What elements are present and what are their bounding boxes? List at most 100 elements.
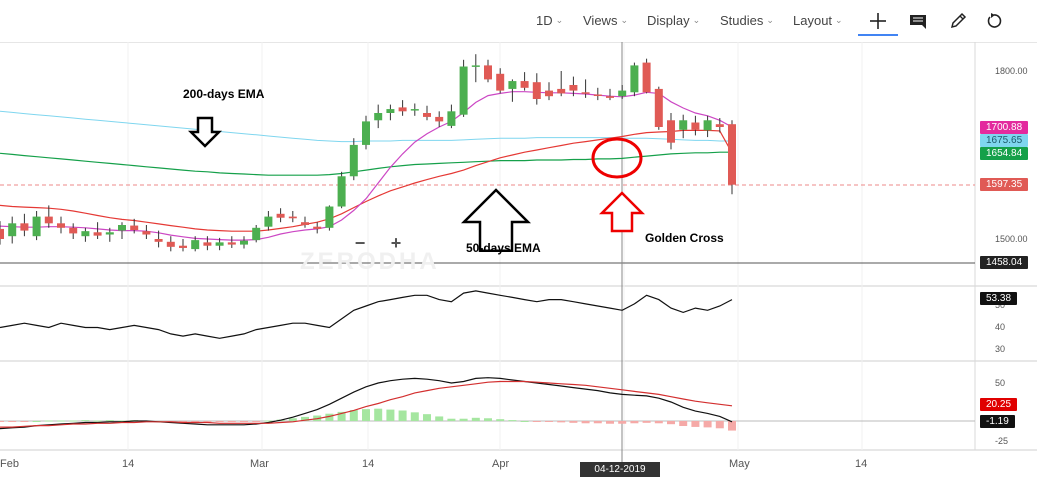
- candle-body: [130, 225, 139, 231]
- chat-icon[interactable]: [907, 10, 929, 32]
- candle-body: [630, 65, 639, 93]
- candle-body: [545, 90, 553, 97]
- macd-histogram-bar: [32, 421, 41, 422]
- macd-histogram-bar: [288, 418, 297, 421]
- macd-histogram-bar: [642, 421, 651, 423]
- macd-histogram-bar: [557, 421, 566, 423]
- candle-body: [362, 121, 370, 145]
- macd-histogram-bar: [118, 420, 126, 422]
- crosshair-icon[interactable]: [867, 10, 889, 32]
- candle-body: [654, 88, 663, 127]
- macd-histogram-bar: [191, 421, 200, 422]
- candle-body: [118, 225, 126, 231]
- macd-histogram-bar: [386, 409, 395, 421]
- candle-body: [423, 113, 431, 117]
- candle-body: [276, 213, 285, 218]
- macd-histogram-bar: [435, 416, 444, 421]
- chart-toolbar: 1D ⌄ Views ⌄ Display ⌄ Studies ⌄ Layout …: [0, 0, 1037, 42]
- zoom-out-button[interactable]: −: [354, 233, 366, 253]
- price-tag-ema200: 1654.84: [980, 147, 1029, 160]
- macd-histogram-bar: [606, 421, 614, 424]
- candle-body: [374, 113, 383, 121]
- candle-body: [410, 109, 419, 111]
- macd-histogram-bar: [349, 410, 358, 421]
- candle-body: [557, 88, 566, 94]
- refresh-icon[interactable]: [983, 10, 1005, 32]
- macd-histogram-bar: [105, 420, 114, 422]
- candle-body: [44, 216, 53, 224]
- macd-histogram-bar: [301, 416, 309, 421]
- x-axis-label: 14: [122, 458, 135, 470]
- candle-body: [581, 92, 590, 94]
- macd-histogram-bar: [362, 409, 370, 421]
- rsi-axis-label: 40: [995, 322, 1006, 332]
- macd-histogram-bar: [8, 421, 17, 422]
- macd-line-tag: -1.19: [980, 415, 1015, 428]
- candle-body: [105, 232, 114, 235]
- candle-body: [8, 223, 17, 237]
- candle-body: [532, 82, 541, 99]
- macd-histogram-bar: [715, 421, 724, 429]
- macd-histogram-bar: [630, 421, 639, 424]
- macd-signal-tag: 20.25: [980, 398, 1018, 411]
- candle-body: [593, 94, 602, 97]
- macd-histogram-bar: [423, 414, 431, 421]
- zoom-in-button[interactable]: +: [390, 233, 402, 253]
- chevron-down-icon: ⌄: [620, 15, 628, 25]
- interval-dropdown[interactable]: 1D ⌄: [536, 13, 563, 28]
- macd-histogram-bar: [374, 408, 383, 421]
- macd-histogram-bar: [496, 419, 505, 421]
- macd-histogram-bar: [227, 421, 236, 422]
- candle-body: [337, 176, 346, 207]
- chevron-down-icon: ⌄: [692, 15, 701, 25]
- golden-cross-arrow-icon: [598, 191, 646, 233]
- views-dropdown[interactable]: Views ⌄: [583, 13, 628, 28]
- crosshair-date-label: 04-12-2019: [580, 462, 660, 477]
- candle-body: [313, 226, 322, 229]
- candle-body: [667, 120, 675, 143]
- layout-dropdown[interactable]: Layout ⌄: [793, 13, 843, 28]
- x-axis-label: 14: [855, 458, 868, 470]
- candle-body: [398, 107, 407, 112]
- candle-body: [301, 222, 309, 225]
- candle-body: [81, 231, 90, 237]
- macd-signal-line: [0, 380, 733, 428]
- candle-body: [288, 216, 297, 219]
- candle-body: [618, 90, 627, 97]
- candle-body: [93, 232, 102, 236]
- candle-body: [691, 122, 700, 130]
- studies-dropdown[interactable]: Studies ⌄: [720, 13, 774, 28]
- macd-histogram-bar: [93, 420, 102, 422]
- candle-body: [447, 111, 456, 126]
- chevron-down-icon: ⌄: [835, 15, 843, 25]
- candle-body: [0, 228, 4, 239]
- x-axis-label: Apr: [492, 458, 510, 470]
- price-tag-last: 1597.35: [980, 178, 1029, 191]
- price-axis-label: 1500.00: [995, 234, 1028, 244]
- candle-body: [20, 223, 29, 231]
- views-label: Views: [583, 13, 618, 28]
- candle-body: [459, 66, 468, 115]
- macd-histogram-bar: [203, 421, 212, 423]
- macd-histogram-bar: [679, 421, 688, 427]
- candle-body: [69, 227, 78, 234]
- candle-body: [154, 239, 163, 242]
- ema50-arrow-icon: [460, 188, 532, 253]
- candle-body: [142, 231, 151, 235]
- crosshair-active-indicator: [858, 34, 898, 36]
- candle-body: [703, 120, 712, 131]
- candle-body: [508, 81, 517, 89]
- ema50-annotation: 50-days EMA: [466, 241, 541, 255]
- x-axis-label: 14: [362, 458, 375, 470]
- candle-body: [215, 242, 224, 246]
- candle-body: [227, 242, 236, 245]
- macd-histogram-bar: [484, 418, 492, 421]
- macd-histogram-bar: [69, 420, 78, 422]
- studies-label: Studies: [720, 13, 764, 28]
- candle-body: [325, 206, 334, 228]
- candle-body: [166, 241, 175, 247]
- price-tag-crosshair: 1458.04: [980, 256, 1029, 269]
- pencil-icon[interactable]: [947, 10, 969, 32]
- display-dropdown[interactable]: Display ⌄: [647, 13, 700, 28]
